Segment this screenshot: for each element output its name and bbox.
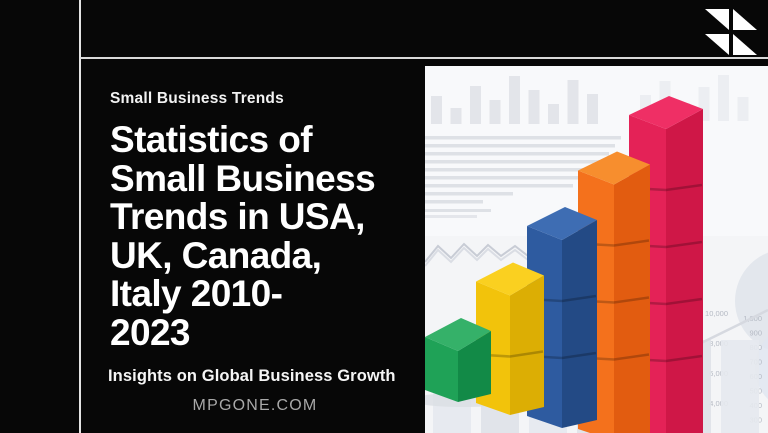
logo-triangle (705, 9, 729, 30)
subtitle: Insights on Global Business Growth (108, 367, 396, 385)
svg-text:10,000: 10,000 (705, 309, 728, 318)
blocks-photo: 10,0008,0006,0004,0001,00090080070060050… (425, 66, 768, 433)
headline-line: Italy 2010- (110, 273, 283, 314)
kicker: Small Business Trends (110, 90, 284, 107)
website-url: MPGONE.COM (192, 397, 318, 414)
headline-line: Small Business (110, 157, 376, 199)
logo-triangle (705, 34, 729, 55)
svg-text:900: 900 (749, 329, 762, 338)
headline-line: Trends in USA, (110, 196, 365, 237)
svg-text:4,000: 4,000 (709, 399, 728, 408)
headline: Statistics of Small Business Trends in U… (110, 119, 376, 353)
headline-line: UK, Canada, (110, 234, 322, 276)
horizontal-divider (80, 57, 768, 59)
headline-line: 2023 (110, 311, 191, 353)
mpgone-logo-icon (705, 9, 757, 55)
headline-line: Statistics of (110, 119, 313, 160)
logo-triangle (733, 9, 757, 30)
blocks-photo-frame: 10,0008,0006,0004,0001,00090080070060050… (425, 66, 768, 433)
logo-triangle (733, 34, 757, 55)
vertical-divider (79, 0, 81, 433)
svg-text:8,000: 8,000 (709, 339, 728, 348)
svg-text:6,000: 6,000 (709, 369, 728, 378)
